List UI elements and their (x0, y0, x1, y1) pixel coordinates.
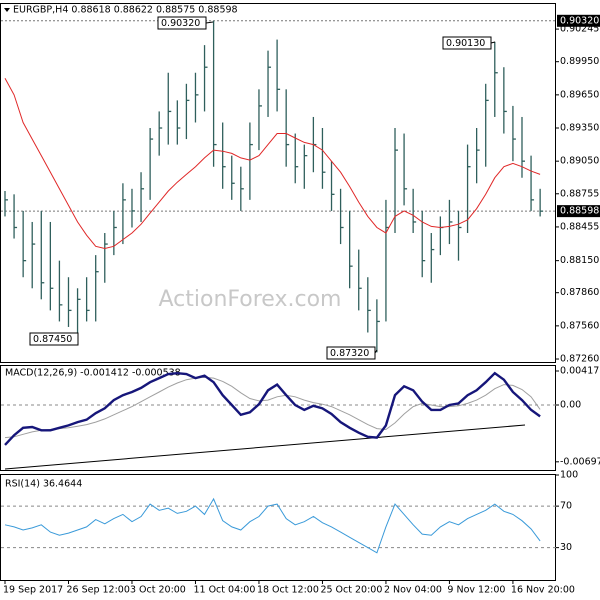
rsi-panel (0, 474, 556, 581)
annotation-box (157, 16, 207, 30)
annotation-leader (205, 21, 214, 24)
macd-line (4, 376, 541, 439)
rsi-line (4, 497, 541, 554)
price-marker-box (557, 205, 600, 218)
price-marker-label: 0.88598 (560, 206, 599, 217)
y-tick-label: 0.87260 (560, 354, 599, 365)
annotation: 0.87450 (33, 334, 72, 345)
menu-icon (4, 8, 10, 12)
rsi-title: RSI(14) 36.4644 (5, 479, 82, 490)
moving-average (4, 78, 541, 250)
macd-panel (0, 365, 556, 471)
y-tick-label: 0.89650 (560, 89, 599, 100)
annotation-leader (490, 41, 496, 44)
x-tick-label: 3 Oct 20:00 (130, 585, 186, 596)
y-tick-label: 0.89950 (560, 56, 599, 67)
x-tick-label: 2 Nov 04:00 (384, 585, 442, 596)
y-tick-label: 100 (560, 470, 578, 481)
y-tick-label: 0.89050 (560, 156, 599, 167)
x-tick-label: 25 Oct 20:00 (320, 585, 382, 596)
annotation-box (442, 36, 492, 50)
y-tick-label: 0.88755 (560, 188, 599, 199)
annotation-box (29, 332, 79, 346)
price-panel (0, 3, 556, 363)
y-tick-label: 0.89350 (560, 123, 599, 134)
annotation-box (326, 346, 376, 360)
price-marker-label: 0.90320 (560, 15, 599, 26)
y-tick-label: 0.004171 (560, 366, 600, 377)
macd-title: MACD(12,26,9) -0.001412 -0.000538 (5, 368, 181, 379)
y-tick-label: 0.90245 (560, 24, 599, 35)
x-tick-label: 16 Nov 20:00 (511, 585, 575, 596)
annotation: 0.87320 (330, 348, 369, 359)
x-tick-label: 19 Sep 2017 (3, 585, 63, 596)
y-tick-label: 0.88455 (560, 221, 599, 232)
y-tick-label: 70 (560, 501, 572, 512)
watermark: ActionForex.com (159, 287, 342, 312)
price-marker-box (557, 14, 600, 27)
y-tick-label: 30 (560, 542, 572, 553)
trend-line (4, 424, 526, 470)
x-tick-label: 18 Oct 12:00 (257, 585, 319, 596)
y-tick-label: -0.00697 (560, 456, 600, 467)
x-tick-label: 9 Nov 12:00 (447, 585, 505, 596)
y-tick-label: 0.87860 (560, 287, 599, 298)
y-tick-label: 0.00 (560, 400, 581, 411)
x-tick-label: 11 Oct 04:00 (193, 585, 255, 596)
annotation: 0.90130 (446, 38, 485, 49)
chart-title: EURGBP,H4 0.88618 0.88622 0.88575 0.8859… (13, 5, 238, 16)
y-tick-label: 0.87560 (560, 320, 599, 331)
y-tick-label: 0.88150 (560, 255, 599, 266)
x-tick-label: 26 Sep 12:00 (66, 585, 129, 596)
macd-line (4, 371, 541, 446)
annotation: 0.90320 (161, 18, 200, 29)
